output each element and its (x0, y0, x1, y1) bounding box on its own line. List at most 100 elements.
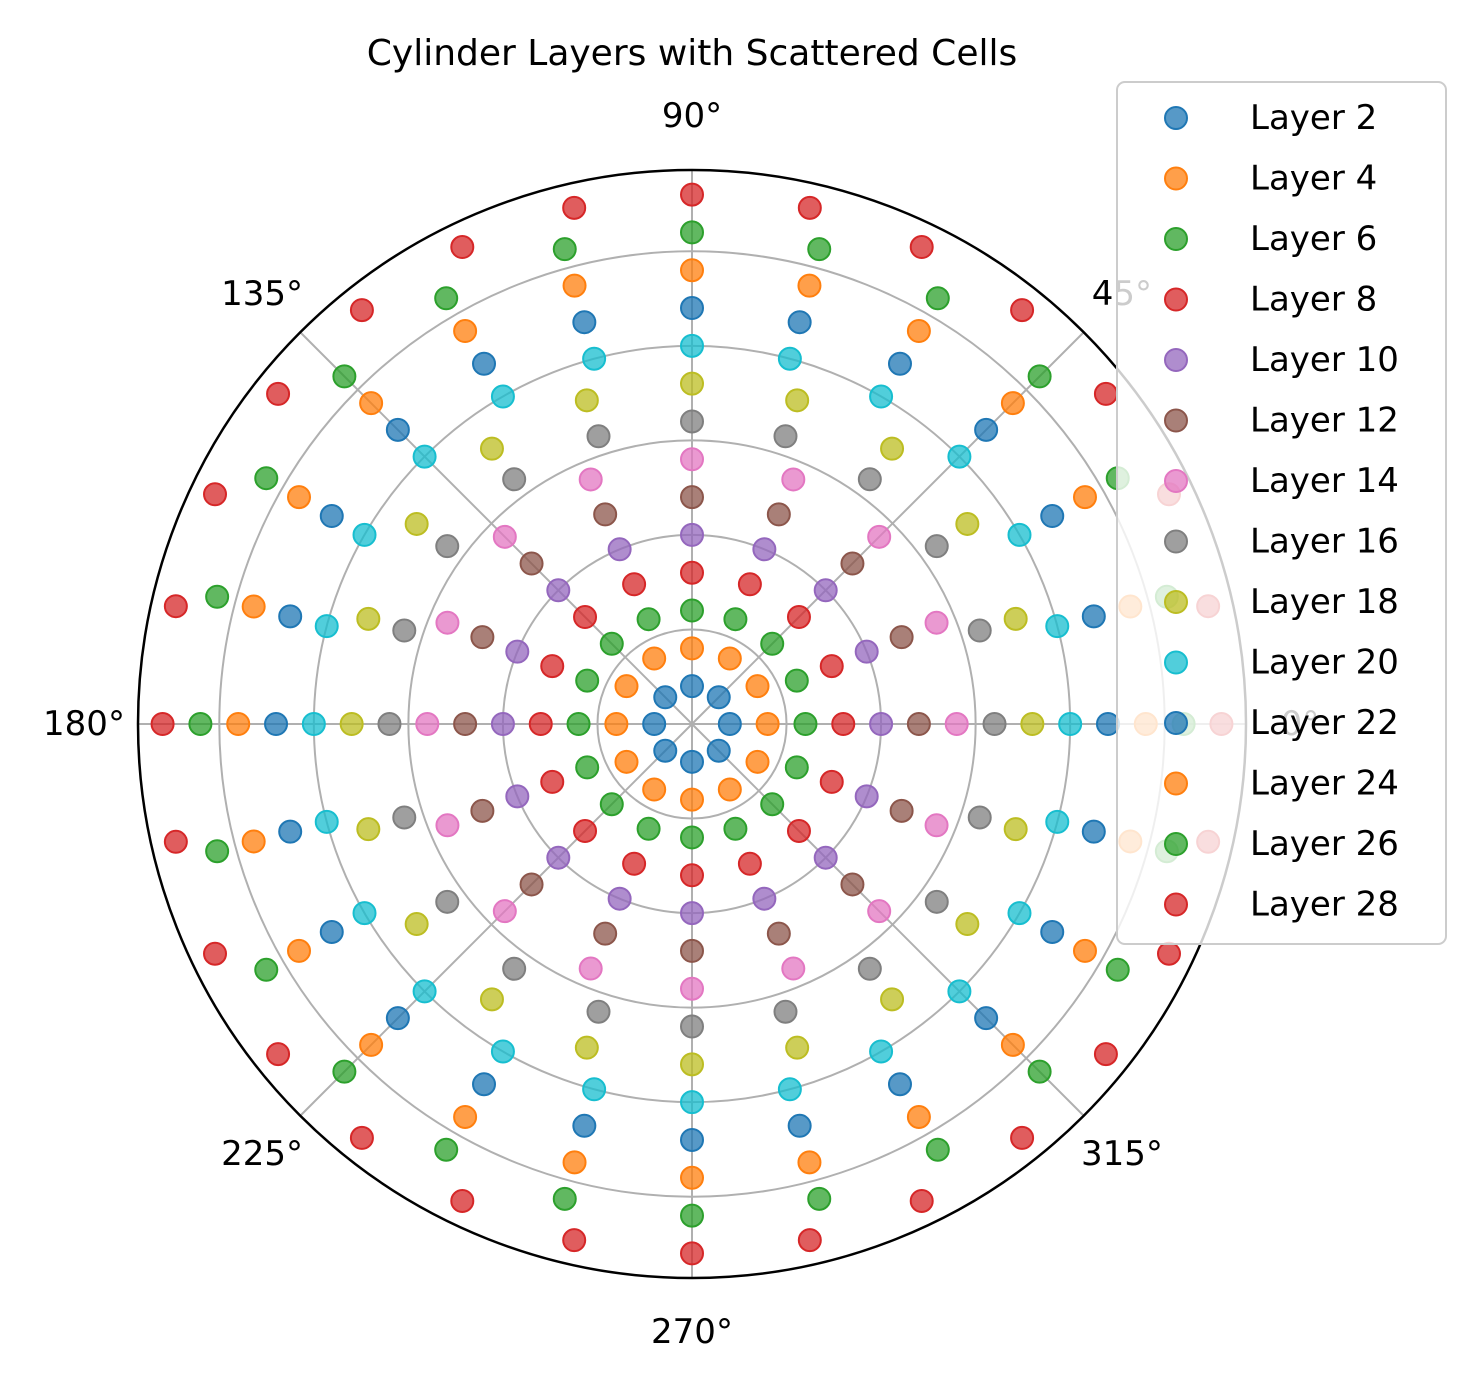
series-layer-14 (415, 447, 969, 1001)
data-point (241, 829, 266, 854)
data-point (319, 504, 344, 529)
legend-label: Layer 22 (1250, 703, 1399, 743)
data-point (680, 371, 704, 396)
data-point (254, 957, 279, 982)
legend-marker (1164, 650, 1188, 675)
legend-marker (1164, 408, 1188, 433)
data-point (909, 1188, 934, 1213)
data-point (924, 610, 949, 635)
data-point (314, 614, 339, 639)
data-point (867, 899, 892, 924)
data-point (593, 502, 618, 527)
data-point (642, 646, 667, 671)
series-layer-28 (150, 182, 1234, 1266)
data-point (573, 818, 598, 843)
data-point (377, 712, 402, 736)
data-point (906, 1104, 931, 1129)
data-point (760, 792, 785, 817)
data-point (680, 1203, 704, 1228)
data-point (562, 195, 587, 220)
data-point (359, 391, 384, 416)
data-point (479, 436, 504, 461)
data-point (349, 1125, 374, 1150)
data-point (854, 639, 879, 664)
theta-tick-label: 135° (221, 274, 303, 314)
data-point (680, 749, 704, 774)
data-point (680, 1241, 704, 1266)
data-point (680, 1165, 704, 1190)
data-point (599, 631, 624, 656)
data-point (203, 482, 228, 507)
data-point (745, 674, 770, 699)
data-point (163, 829, 188, 854)
data-point (680, 636, 704, 661)
data-point (1105, 957, 1130, 982)
data-point (887, 351, 912, 376)
data-point (404, 511, 429, 536)
legend-label: Layer 28 (1250, 885, 1399, 925)
data-point (924, 813, 949, 838)
data-point (502, 467, 527, 492)
data-point (453, 712, 478, 736)
data-point (1040, 504, 1065, 529)
data-point (807, 237, 832, 262)
data-point (450, 235, 475, 260)
data-point (301, 712, 326, 736)
data-point (880, 987, 905, 1012)
data-point (947, 444, 972, 469)
data-point (680, 333, 704, 358)
data-point (642, 777, 667, 802)
data-point (781, 467, 806, 492)
data-point (562, 273, 587, 298)
legend-marker (1164, 771, 1188, 796)
data-point (1072, 938, 1097, 963)
data-point (278, 604, 303, 629)
data-point (857, 956, 882, 981)
data-point (319, 919, 344, 944)
data-point (404, 912, 429, 937)
legend-marker (1164, 469, 1188, 493)
data-point (752, 886, 777, 911)
data-point (241, 594, 266, 619)
data-points (150, 182, 1234, 1266)
data-point (332, 1059, 357, 1084)
data-point (492, 899, 517, 924)
data-point (680, 1052, 704, 1077)
series-layer-20 (301, 333, 1083, 1115)
data-point (925, 286, 950, 311)
data-point (492, 524, 517, 549)
data-point (869, 384, 894, 409)
data-point (278, 819, 303, 844)
data-point (723, 816, 748, 841)
data-point (573, 605, 598, 630)
data-point (1040, 919, 1065, 944)
data-point (680, 258, 704, 283)
legend-label: Layer 2 (1250, 98, 1377, 138)
legend-label: Layer 8 (1250, 280, 1377, 320)
data-point (562, 1228, 587, 1253)
data-point (575, 668, 600, 693)
data-point (540, 654, 565, 679)
legend-marker (1164, 287, 1188, 312)
data-point (784, 755, 809, 780)
data-point (505, 784, 530, 809)
legend-box (1116, 81, 1447, 945)
data-point (786, 818, 811, 843)
data-point (582, 1077, 607, 1102)
data-point (575, 755, 600, 780)
theta-tick-label: 225° (221, 1134, 303, 1174)
data-point (786, 605, 811, 630)
data-point (352, 901, 377, 926)
data-point (519, 551, 544, 576)
data-point (1007, 901, 1032, 926)
data-point (680, 938, 704, 963)
data-point (205, 584, 230, 609)
data-point (787, 310, 812, 335)
data-point (578, 956, 603, 981)
data-point (717, 646, 742, 671)
data-point (1003, 817, 1028, 842)
data-point (773, 424, 798, 449)
data-point (797, 195, 822, 220)
data-point (502, 956, 527, 981)
